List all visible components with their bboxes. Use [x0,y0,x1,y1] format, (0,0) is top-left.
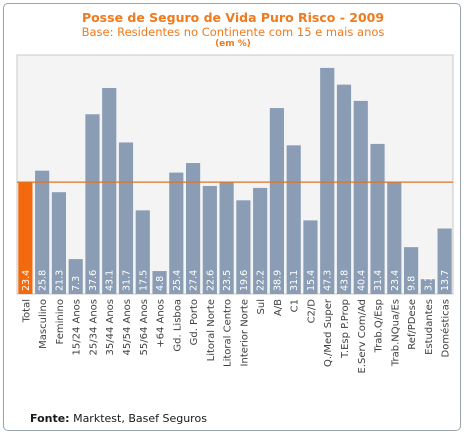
value-label-3: 21.3 [54,270,65,291]
value-label-1: 23.4 [21,270,32,291]
bar-12 [202,185,217,294]
bar-14 [236,200,251,294]
bar-22 [370,143,385,294]
bar-24 [403,247,419,294]
value-label-7: 31.7 [122,270,133,291]
category-label-19: Q./Med Super [323,298,334,367]
bar-6 [102,87,117,295]
value-label-8: 17.5 [138,270,149,291]
category-label-26: Domésticas [440,299,452,357]
chart-unit-note: (em %) [215,39,251,49]
value-label-4: 7.3 [71,276,82,291]
category-label-13: Litoral Centro [223,299,234,367]
value-label-22: 31.4 [373,270,384,291]
bar-16 [269,108,285,294]
bar-8 [135,210,150,294]
bar-21 [353,100,368,294]
bar-9 [152,271,167,294]
bar-2 [35,170,50,294]
source-text: Marktest, Basef Seguros [73,412,207,425]
chart-title: Posse de Seguro de Vida Puro Risco - 200… [81,10,385,25]
value-label-17: 31.1 [289,270,300,291]
value-label-21: 40.4 [356,270,367,291]
bar-7 [118,142,134,294]
value-label-6: 43.1 [105,270,116,291]
value-label-14: 19.6 [239,270,250,291]
bar-11 [185,163,201,294]
category-label-24: Ref/PDese [407,299,418,350]
category-label-16: A/B [273,299,284,316]
bar-13 [219,181,234,294]
category-label-8: 55/64 Anos [139,299,150,356]
bar-25 [420,279,435,294]
category-label-23: Trab.NQua/Es [390,299,401,367]
category-label-3: Feminino [55,299,66,344]
category-label-12: Litoral Norte [206,299,217,361]
bar-23 [387,182,402,294]
value-label-5: 37.6 [88,270,99,291]
value-label-16: 38.9 [272,270,283,291]
value-label-18: 15.4 [306,270,317,291]
value-label-15: 22.2 [256,270,267,291]
category-label-2: Masculino [38,299,49,349]
bar-3 [51,192,67,294]
value-label-10: 25.4 [172,270,183,291]
category-label-25: Estudantes [424,299,435,355]
category-label-18: C2/D [306,299,317,324]
value-label-20: 43.8 [340,270,351,291]
value-label-9: 4.8 [155,276,166,291]
value-label-24: 9.8 [407,276,418,291]
source-note: Fonte: Marktest, Basef Seguros [30,412,207,425]
category-label-20: T.Esp P.Prop [340,299,351,359]
category-label-22: Trab.Q/Esp [374,299,385,354]
value-label-25: 3.1 [423,276,434,291]
bar-18 [303,220,318,294]
category-label-10: Gd. Lisboa [172,299,183,352]
bar-4 [68,259,83,294]
bar-5 [85,114,100,294]
category-label-11: Gd. Porto [189,299,200,345]
bar-10 [169,172,184,294]
value-label-19: 47.3 [323,270,334,291]
value-label-23: 23.4 [390,270,401,291]
bar-26 [437,228,452,294]
bar-15 [253,187,268,294]
bar-20 [336,84,352,294]
bar-1 [18,182,33,294]
value-label-11: 27.4 [189,270,200,291]
category-label-15: Sul [256,299,267,314]
value-label-2: 25.8 [38,270,49,291]
value-label-12: 22.6 [205,270,216,291]
category-label-14: Interior Norte [239,299,250,366]
value-label-13: 23.5 [222,270,233,291]
category-label-9: +64 Anos [156,299,167,348]
category-label-1: Total [21,299,32,323]
value-label-26: 13.7 [440,270,451,291]
source-label: Fonte: [30,412,70,425]
category-label-17: C1 [290,299,301,312]
category-label-5: 25/34 Anos [88,299,99,356]
category-label-4: 15/24 Anos [72,299,83,356]
category-label-21: E.Serv Com/Ad [357,299,368,373]
bar-19 [320,67,335,294]
category-label-7: 45/54 Anos [122,299,133,356]
category-label-6: 35/44 Anos [105,299,116,356]
chart-subtitle: Base: Residentes no Continente com 15 e … [81,25,385,39]
